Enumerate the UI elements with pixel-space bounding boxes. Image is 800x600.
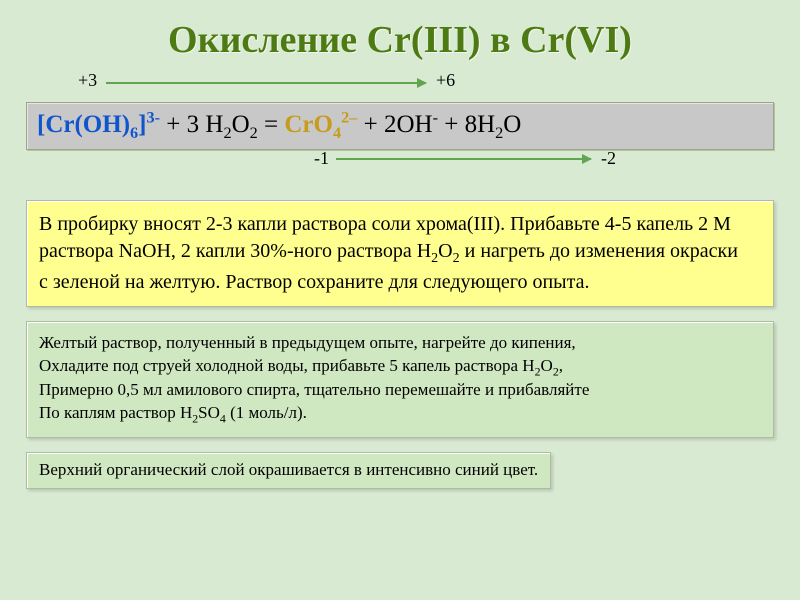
arrow-top bbox=[106, 82, 426, 84]
equation-rhs: CrO42– bbox=[284, 111, 357, 138]
slide-title: Окисление Cr(III) в Cr(VI) bbox=[26, 18, 774, 62]
equation-lhs: [Cr(OH)6]3- bbox=[37, 111, 160, 138]
observation-panel: Верхний органический слой окрашивается в… bbox=[26, 452, 551, 489]
ox-label-top-left: +3 bbox=[78, 70, 97, 91]
arrow-bottom bbox=[336, 158, 591, 160]
followup-panel: Желтый раствор, полученный в предыдущем … bbox=[26, 321, 774, 438]
procedure-panel: В пробирку вносят 2-3 капли раствора сол… bbox=[26, 200, 774, 307]
ox-label-top-right: +6 bbox=[436, 70, 455, 91]
ox-label-bot-right: -2 bbox=[601, 148, 616, 169]
equation-box: [Cr(OH)6]3- + 3 H2O2 = CrO42– + 2OH- + 8… bbox=[26, 102, 774, 150]
oxidation-diagram: +3 +6 [Cr(OH)6]3- + 3 H2O2 = CrO42– + 2O… bbox=[26, 66, 774, 186]
equation-tail: + 2OH- + 8H2O bbox=[357, 111, 521, 138]
ox-label-bot-left: -1 bbox=[314, 148, 329, 169]
equation-mid: + 3 H2O2 = bbox=[160, 111, 284, 138]
